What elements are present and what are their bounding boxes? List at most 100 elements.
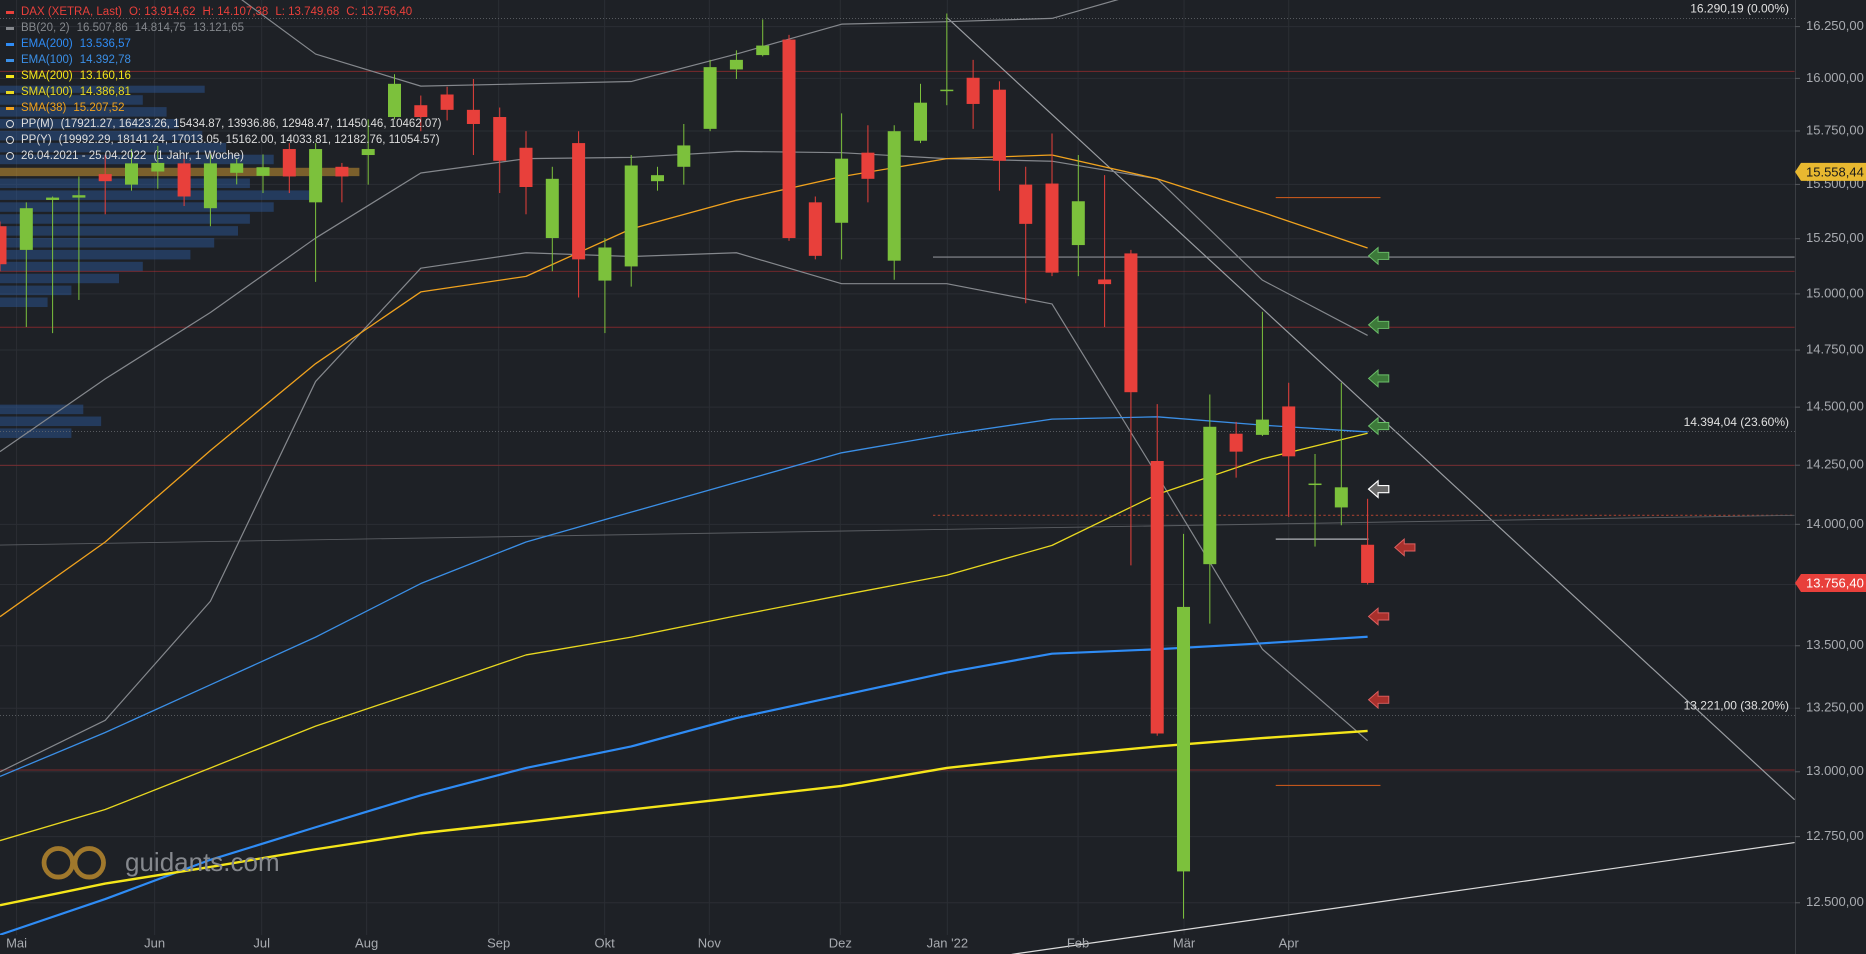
price-marker (1795, 573, 1866, 592)
trend-line (946, 17, 1795, 801)
legend-value: (19992.29, 18141.24, 17013.05, 15162.00,… (58, 134, 440, 146)
candle-body (545, 178, 559, 239)
candle-body (46, 197, 60, 200)
candle-body (309, 149, 323, 203)
y-tick-label: 14.250,00 (1806, 457, 1864, 472)
y-tick-label: 12.500,00 (1806, 894, 1864, 909)
candle-body (1361, 544, 1375, 583)
candle-body (703, 67, 717, 129)
candle-body (519, 147, 533, 187)
candle-body (782, 39, 796, 239)
candle-body (887, 131, 901, 261)
legend-label: DAX (XETRA, Last) (21, 6, 122, 18)
candle-body (440, 94, 454, 110)
candle-body (230, 163, 244, 173)
moving-average (0, 729, 1368, 907)
moving-average (0, 432, 1368, 842)
legend-value: (17921.27, 16423.26, 15434.87, 13936.86,… (60, 118, 442, 130)
candle-body (651, 175, 665, 182)
y-tick-label: 14.000,00 (1806, 516, 1864, 531)
y-tick-label: 16.250,00 (1806, 18, 1864, 33)
candle-body (466, 109, 480, 124)
x-tick-label: Okt (595, 935, 616, 950)
ohlc-label: L: 13.749,68 (275, 6, 340, 18)
candle-body (729, 59, 743, 70)
candle-body (361, 149, 375, 156)
legend-icon (6, 136, 14, 144)
period: 26.04.2021 - 25.04.2022 (21, 150, 147, 162)
ohlc-label: C: 13.756,40 (346, 6, 413, 18)
legend-label: EMA(200) (21, 38, 73, 50)
candle-body (1334, 487, 1348, 508)
x-tick-label: Sep (487, 935, 510, 950)
legend-value: 16.507,86 (76, 22, 128, 34)
candle-body (1229, 433, 1243, 452)
y-tick-label: 15.000,00 (1806, 285, 1864, 300)
candle-body (388, 83, 402, 118)
candle-body (19, 208, 33, 250)
candle-body (335, 166, 349, 177)
moving-average (0, 416, 1368, 778)
candle-body (598, 247, 612, 281)
legend-row: SMA(200) 13.160,16 (6, 68, 442, 84)
x-tick-label: Jan '22 (927, 935, 969, 950)
y-tick-label: 12.750,00 (1806, 828, 1864, 843)
pivot-lines (0, 70, 1795, 771)
y-tick-label: 14.750,00 (1806, 341, 1864, 356)
candle-body (1308, 483, 1322, 486)
legend-row: DAX (XETRA, Last) O: 13.914,62 H: 14.107,3… (6, 4, 442, 20)
legend-label: PP(M) (21, 118, 54, 130)
axes: 12.500,00 12.750,00 13.000,00 13.250,00 13.5… (6, 2, 1866, 950)
legend-icon (6, 120, 14, 128)
y-tick-label: 15.250,00 (1806, 230, 1864, 245)
y-tick-label: 14.500,00 (1806, 399, 1864, 414)
legend-label: EMA(100) (21, 54, 73, 66)
legend-label: SMA(100) (21, 86, 73, 98)
legend-swatch (6, 90, 14, 94)
price-marker-label: 15.558,44 (1806, 164, 1864, 179)
legend-row: SMA(38) 15.207,52 (6, 100, 442, 116)
candle-body (414, 105, 428, 118)
legend-swatch (6, 74, 14, 78)
bollinger-upper (241, 0, 1119, 87)
candle-body (624, 165, 638, 267)
legend-value: 15.207,52 (73, 102, 125, 114)
fib-label: 14.394,04 (23.60%) (1684, 415, 1789, 429)
legend-value: 13.536,57 (79, 38, 131, 50)
fib-label: 13.221,00 (38.20%) (1684, 699, 1789, 713)
legend-row: SMA(100) 14.386,81 (6, 84, 442, 100)
period-note: (1 Jahr, 1 Woche) (153, 150, 244, 162)
candle-body (177, 163, 191, 197)
legend-label: PP(Y) (21, 134, 52, 146)
x-tick-label: Apr (1279, 935, 1300, 950)
candle-body (1045, 183, 1059, 273)
legend-row: PP(M) (17921.27, 16423.26, 15434.87, 1393… (6, 116, 442, 132)
legend-swatch (6, 26, 14, 30)
annotations (41, 246, 1795, 954)
legend-row: 26.04.2021 - 25.04.2022 (1 Jahr, 1 Woche) (6, 148, 442, 164)
ohlc-label: H: 14.107,38 (202, 6, 269, 18)
price-marker (1795, 162, 1866, 181)
x-tick-label: Jul (253, 935, 270, 950)
legend-label: SMA(200) (21, 70, 73, 82)
y-tick-label: 13.000,00 (1806, 763, 1864, 778)
trend-line (1011, 841, 1795, 954)
candle-body (0, 226, 7, 265)
candle-body (1071, 201, 1085, 246)
candle-body (940, 89, 954, 92)
legend: DAX (XETRA, Last) O: 13.914,62 H: 14.107,3… (6, 4, 442, 164)
x-tick-label: Jun (144, 935, 165, 950)
legend-row: EMA(200) 13.536,57 (6, 36, 442, 52)
candle-body (1150, 460, 1164, 734)
legend-swatch (6, 106, 14, 110)
candle-body (282, 149, 296, 177)
candle-body (1019, 184, 1033, 224)
y-tick-label: 13.500,00 (1806, 637, 1864, 652)
price-marker-label: 13.756,40 (1806, 575, 1864, 590)
moving-average (0, 635, 1368, 935)
trend-line (0, 514, 1795, 546)
legend-row: EMA(100) 14.392,78 (6, 52, 442, 68)
legend-value: 13.160,16 (79, 70, 131, 82)
plot (0, 0, 1795, 935)
candle-body (966, 77, 980, 104)
